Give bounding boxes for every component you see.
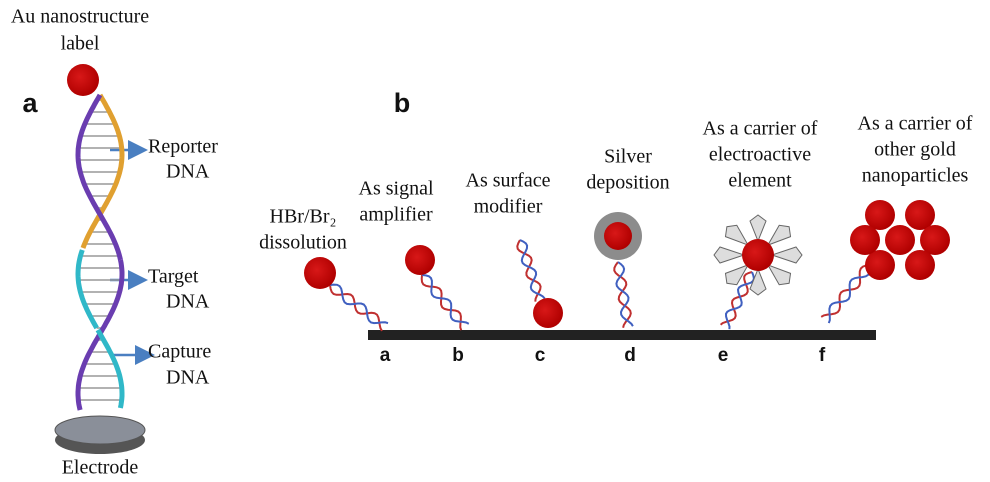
- gold-nanoparticle: [67, 64, 99, 96]
- electroactive-element: [749, 214, 767, 243]
- caption: label: [61, 33, 100, 55]
- electroactive-element: [749, 267, 767, 296]
- dna: [724, 271, 755, 330]
- gold-nanoparticle: [850, 225, 880, 255]
- gold-nanoparticle: [905, 250, 935, 280]
- gold-nanoparticle: [742, 239, 774, 271]
- dna: [420, 274, 463, 331]
- dna-strand: [75, 93, 123, 261]
- gold-nanoparticle: [885, 225, 915, 255]
- label-letter: c: [535, 345, 546, 366]
- electroactive-element: [766, 224, 792, 247]
- dna: [827, 264, 872, 324]
- label-letter: d: [624, 345, 636, 366]
- caption: dissolution: [259, 232, 347, 254]
- caption: electroactive: [709, 144, 811, 166]
- electroactive-element: [766, 263, 792, 286]
- gold-nanoparticle: [304, 257, 336, 289]
- dna: [719, 271, 753, 326]
- caption: As a carrier of: [858, 113, 973, 135]
- gold-nanoparticle: [865, 200, 895, 230]
- dna: [329, 283, 389, 325]
- dna: [516, 239, 542, 302]
- dna-strand: [95, 328, 125, 409]
- dna-strand: [75, 249, 99, 330]
- dna: [421, 274, 470, 325]
- gold-nanoparticle: [905, 200, 935, 230]
- gold-nanoparticle: [533, 298, 563, 328]
- gold-nanoparticle: [604, 222, 632, 250]
- electroactive-element: [713, 246, 746, 264]
- caption: DNA: [166, 367, 210, 389]
- caption: As a carrier of: [703, 118, 818, 140]
- caption: nanoparticles: [862, 165, 969, 187]
- caption: Reporter: [148, 136, 218, 158]
- dna: [329, 284, 383, 332]
- gold-nanoparticle: [865, 250, 895, 280]
- label-letter: a: [380, 345, 391, 366]
- caption: Au nanostructure: [11, 6, 149, 28]
- dna: [820, 264, 871, 318]
- label-tag: b: [394, 88, 411, 118]
- electroactive-element: [770, 246, 803, 264]
- label-letter: f: [819, 345, 826, 366]
- caption: other gold: [874, 139, 956, 161]
- caption: As surface: [466, 170, 551, 192]
- caption: Target: [148, 266, 199, 288]
- caption: Electrode: [62, 457, 139, 479]
- caption: As signal: [359, 178, 434, 200]
- dna-strand: [80, 93, 125, 249]
- label-tag: a: [22, 88, 38, 118]
- caption: deposition: [586, 172, 669, 194]
- caption: HBr/Br₂: [270, 206, 337, 228]
- caption: amplifier: [359, 204, 433, 226]
- label-letter: b: [452, 345, 464, 366]
- dna: [615, 261, 634, 327]
- gold-nanoparticle: [920, 225, 950, 255]
- dna: [613, 261, 632, 329]
- gold-nanoparticle: [405, 245, 435, 275]
- caption: DNA: [166, 161, 210, 183]
- caption: Capture: [148, 341, 211, 363]
- caption: Silver: [604, 146, 652, 168]
- caption: modifier: [474, 196, 543, 218]
- dna: [519, 239, 546, 300]
- substrate: [368, 330, 876, 340]
- label-letter: e: [718, 345, 729, 366]
- electrode-top: [54, 415, 146, 445]
- electroactive-element: [724, 224, 750, 247]
- caption: element: [728, 170, 792, 192]
- electroactive-element: [724, 263, 750, 286]
- caption: DNA: [166, 291, 210, 313]
